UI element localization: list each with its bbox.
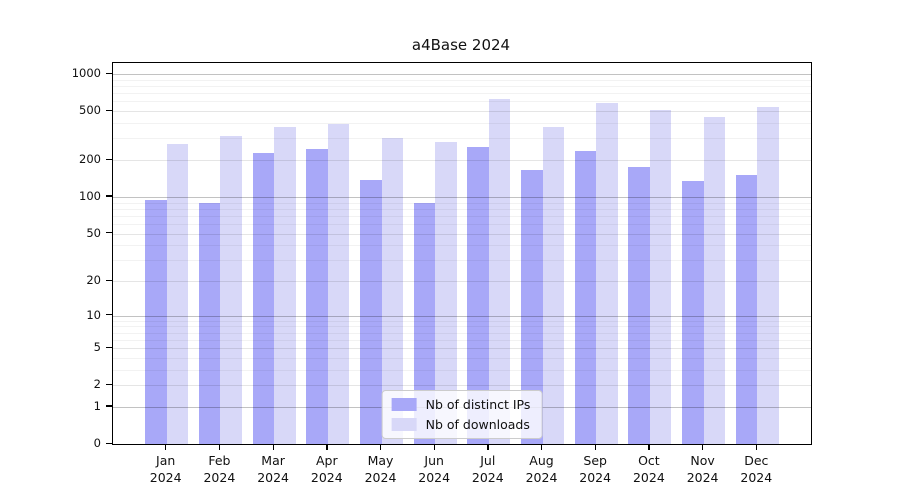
bar-distinct-ips-jan (145, 199, 167, 444)
y-tick-mark (106, 383, 112, 385)
y-tick-mark (106, 279, 112, 281)
y-tick-label-10: 10 (86, 307, 101, 322)
y-tick-mark (106, 442, 112, 444)
x-tick-label-jan: Jan 2024 (149, 453, 182, 485)
bar-downloads-apr (327, 124, 350, 444)
bar-downloads-sep (596, 103, 618, 444)
bar-downloads-aug (542, 127, 564, 444)
legend-item-distinct-ips: Nb of distinct IPs (391, 397, 531, 412)
chart-title: a4Base 2024 (411, 36, 511, 54)
bar-distinct-ips-aug (521, 170, 543, 444)
bar-distinct-ips-jul (467, 147, 489, 444)
legend-swatch-downloads (391, 418, 417, 431)
y-tick-label-5: 5 (93, 340, 101, 355)
y-tick-label-1000: 1000 (71, 66, 101, 81)
y-tick-label-2: 2 (93, 377, 101, 392)
bar-distinct-ips-apr (306, 148, 328, 444)
bar-downloads-jan (166, 144, 189, 444)
y-tick-label-50: 50 (86, 225, 101, 240)
x-tick-label-oct: Oct 2024 (632, 453, 665, 485)
y-tick-label-0: 0 (93, 436, 101, 450)
plot-area: Nb of distinct IPs Nb of downloads (112, 62, 812, 445)
y-tick-label-20: 20 (86, 273, 101, 287)
bar-downloads-jul (488, 98, 511, 444)
y-tick-mark (106, 109, 112, 111)
x-tick-label-aug: Aug 2024 (525, 453, 558, 485)
x-tick-mark (326, 444, 328, 450)
bar-distinct-ips-oct (628, 167, 650, 444)
x-tick-mark (218, 444, 221, 450)
y-tick-mark (106, 314, 112, 316)
x-tick-mark (702, 444, 704, 450)
legend: Nb of distinct IPs Nb of downloads (381, 390, 543, 439)
y-tick-mark (106, 195, 112, 197)
x-tick-mark (594, 444, 596, 450)
x-tick-label-nov: Nov 2024 (686, 453, 719, 485)
y-tick-mark (106, 232, 112, 234)
x-tick-mark (272, 444, 274, 450)
y-tick-label-1: 1 (93, 398, 101, 413)
x-tick-label-dec: Dec 2024 (740, 453, 773, 485)
bar-distinct-ips-may (360, 179, 382, 444)
bar-downloads-jun (435, 142, 457, 444)
bar-distinct-ips-mar (252, 153, 275, 444)
x-tick-mark (380, 444, 382, 450)
y-tick-label-100: 100 (79, 188, 101, 203)
x-tick-label-may: May 2024 (364, 453, 397, 485)
x-tick-mark (165, 444, 167, 450)
bar-downloads-feb (220, 135, 242, 444)
y-tick-mark (106, 158, 112, 160)
bar-downloads-dec (757, 107, 779, 444)
bar-downloads-may (381, 138, 403, 444)
x-tick-mark (648, 444, 650, 450)
x-tick-label-jul: Jul 2024 (471, 453, 504, 485)
y-tick-mark (106, 405, 112, 407)
x-tick-label-mar: Mar 2024 (257, 453, 289, 485)
bar-downloads-oct (649, 110, 672, 444)
bar-distinct-ips-jun (413, 202, 436, 444)
y-tick-label-500: 500 (79, 103, 101, 118)
bars-layer (113, 63, 811, 444)
x-tick-mark (541, 444, 543, 450)
x-tick-label-sep: Sep 2024 (579, 453, 612, 485)
bar-distinct-ips-nov (682, 181, 704, 444)
bar-distinct-ips-dec (735, 175, 758, 444)
x-tick-label-apr: Apr 2024 (310, 453, 343, 485)
y-tick-mark (106, 72, 112, 74)
legend-item-downloads: Nb of downloads (391, 417, 531, 432)
bar-downloads-nov (703, 116, 726, 444)
bar-distinct-ips-sep (574, 150, 597, 444)
x-tick-mark (755, 444, 758, 450)
x-tick-label-jun: Jun 2024 (418, 453, 451, 485)
legend-swatch-distinct-ips (391, 398, 417, 411)
x-tick-mark (433, 444, 435, 450)
x-tick-mark (487, 444, 489, 450)
legend-label-distinct-ips: Nb of distinct IPs (425, 397, 531, 412)
legend-label-downloads: Nb of downloads (425, 417, 530, 432)
y-tick-label-200: 200 (79, 152, 101, 166)
x-tick-label-feb: Feb 2024 (203, 453, 236, 485)
bar-downloads-mar (274, 127, 296, 444)
y-tick-mark (106, 346, 112, 348)
bar-distinct-ips-feb (198, 203, 221, 444)
